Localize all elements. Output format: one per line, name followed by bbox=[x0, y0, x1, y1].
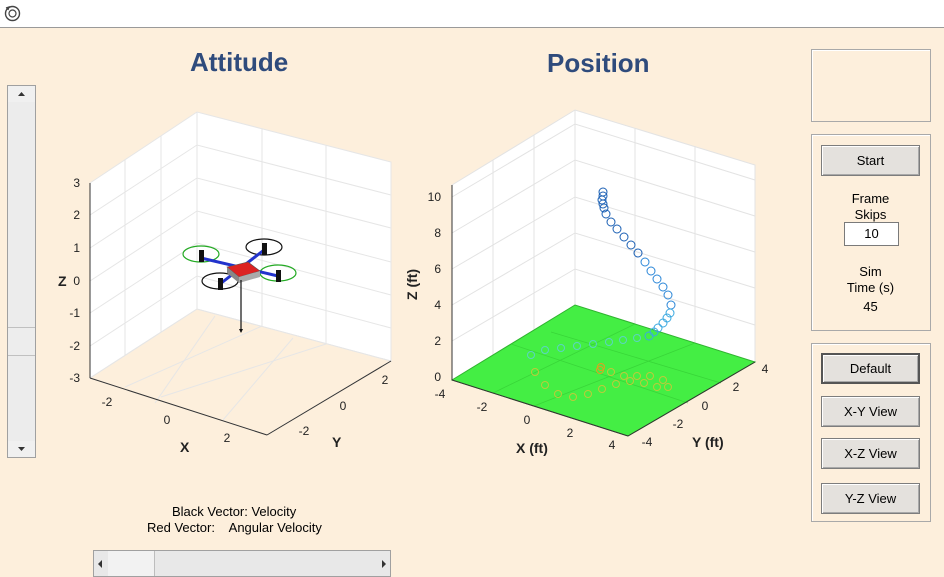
y-tick: -2 bbox=[673, 417, 684, 431]
y-tick: 2 bbox=[733, 380, 740, 394]
simulation-panel: Start Frame Skips 10 Sim Time (s) 45 bbox=[811, 134, 931, 331]
yz-view-button[interactable]: Y-Z View bbox=[821, 483, 920, 514]
view-panel: Default X-Y View X-Z View Y-Z View bbox=[811, 343, 931, 522]
attitude-title: Attitude bbox=[190, 47, 289, 77]
x-tick: 2 bbox=[224, 431, 231, 445]
app-icon[interactable] bbox=[4, 5, 21, 22]
x-tick: 2 bbox=[567, 426, 574, 440]
z-tick: -1 bbox=[69, 306, 80, 320]
scroll-down-button[interactable] bbox=[8, 441, 35, 457]
x-tick: 0 bbox=[164, 413, 171, 427]
start-button[interactable]: Start bbox=[821, 145, 920, 176]
position-title: Position bbox=[547, 48, 650, 78]
x-axis-label: X bbox=[180, 439, 190, 455]
quadcopter-model bbox=[182, 238, 297, 333]
z-tick: 4 bbox=[434, 298, 441, 312]
frame-skips-label: Frame Skips bbox=[851, 191, 890, 222]
z-tick: 3 bbox=[73, 176, 80, 190]
z-tick: 10 bbox=[428, 190, 442, 204]
y-tick: 4 bbox=[762, 362, 769, 376]
window-toolbar bbox=[0, 0, 944, 28]
z-tick: 2 bbox=[434, 334, 441, 348]
z-tick: 1 bbox=[73, 241, 80, 255]
z-tick: 0 bbox=[434, 370, 441, 384]
legend-angular-velocity: Red Vector: Angular Velocity bbox=[147, 520, 322, 535]
arrow-left-icon[interactable] bbox=[94, 551, 106, 576]
y-tick: -2 bbox=[299, 424, 310, 438]
vertical-scroll-thumb[interactable] bbox=[8, 327, 35, 356]
xz-view-button[interactable]: X-Z View bbox=[821, 438, 920, 469]
frame-skips-input[interactable]: 10 bbox=[844, 222, 899, 246]
z-tick: 2 bbox=[73, 208, 80, 222]
attitude-axes[interactable]: 3 2 1 0 -1 -2 -3 -2 0 2 -2 0 2 Z X Y bbox=[40, 100, 410, 470]
default-view-button[interactable]: Default bbox=[821, 353, 920, 384]
sim-time-value: 45 bbox=[863, 299, 878, 314]
y-tick: -4 bbox=[642, 435, 653, 449]
arrow-down-icon bbox=[18, 447, 25, 451]
horizontal-scrollbar[interactable] bbox=[93, 550, 391, 577]
y-tick: 0 bbox=[702, 399, 709, 413]
y-axis-label: Y bbox=[332, 434, 342, 450]
z-tick: -3 bbox=[69, 371, 80, 385]
vertical-scrollbar[interactable] bbox=[7, 85, 36, 458]
z-tick: -2 bbox=[69, 339, 80, 353]
arrow-up-icon bbox=[18, 92, 25, 96]
x-tick: 0 bbox=[524, 413, 531, 427]
x-tick: -2 bbox=[477, 400, 488, 414]
y-axis-label: Y (ft) bbox=[692, 434, 724, 450]
legend-velocity: Black Vector: Velocity bbox=[172, 504, 297, 519]
z-axis-label: Z (ft) bbox=[404, 269, 420, 300]
x-tick: 4 bbox=[609, 438, 616, 452]
arrow-right-icon[interactable] bbox=[378, 551, 390, 576]
sim-time-label: Sim Time (s) bbox=[846, 264, 895, 295]
position-axes[interactable]: 10 8 6 4 2 0 -4 -2 0 2 4 4 2 0 -2 -4 Z (… bbox=[395, 100, 805, 470]
z-tick: 0 bbox=[73, 274, 80, 288]
x-tick: -2 bbox=[102, 395, 113, 409]
xy-view-button[interactable]: X-Y View bbox=[821, 396, 920, 427]
z-tick: 8 bbox=[434, 226, 441, 240]
scroll-up-button[interactable] bbox=[8, 86, 35, 102]
x-axis-label: X (ft) bbox=[516, 440, 548, 456]
blank-panel bbox=[811, 49, 931, 122]
z-tick: 6 bbox=[434, 262, 441, 276]
trajectory bbox=[527, 187, 676, 401]
y-tick: 2 bbox=[382, 373, 389, 387]
horizontal-scroll-thumb[interactable] bbox=[108, 551, 155, 576]
z-axis-label: Z bbox=[58, 273, 67, 289]
y-tick: 0 bbox=[340, 399, 347, 413]
x-tick: -4 bbox=[435, 387, 446, 401]
